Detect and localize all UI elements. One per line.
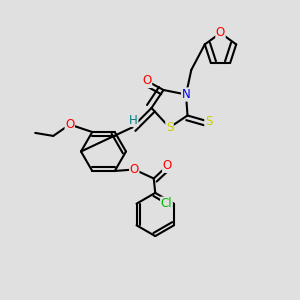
Text: S: S — [166, 121, 173, 134]
Text: N: N — [182, 88, 190, 101]
Text: O: O — [142, 74, 152, 88]
Text: O: O — [65, 118, 74, 131]
Text: O: O — [216, 26, 225, 40]
Text: O: O — [163, 159, 172, 172]
Text: Cl: Cl — [160, 197, 172, 210]
Text: O: O — [130, 163, 139, 176]
Text: H: H — [129, 113, 138, 127]
Text: S: S — [205, 115, 212, 128]
